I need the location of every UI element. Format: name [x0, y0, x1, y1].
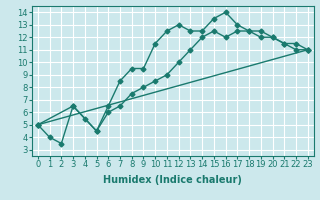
X-axis label: Humidex (Indice chaleur): Humidex (Indice chaleur): [103, 175, 242, 185]
